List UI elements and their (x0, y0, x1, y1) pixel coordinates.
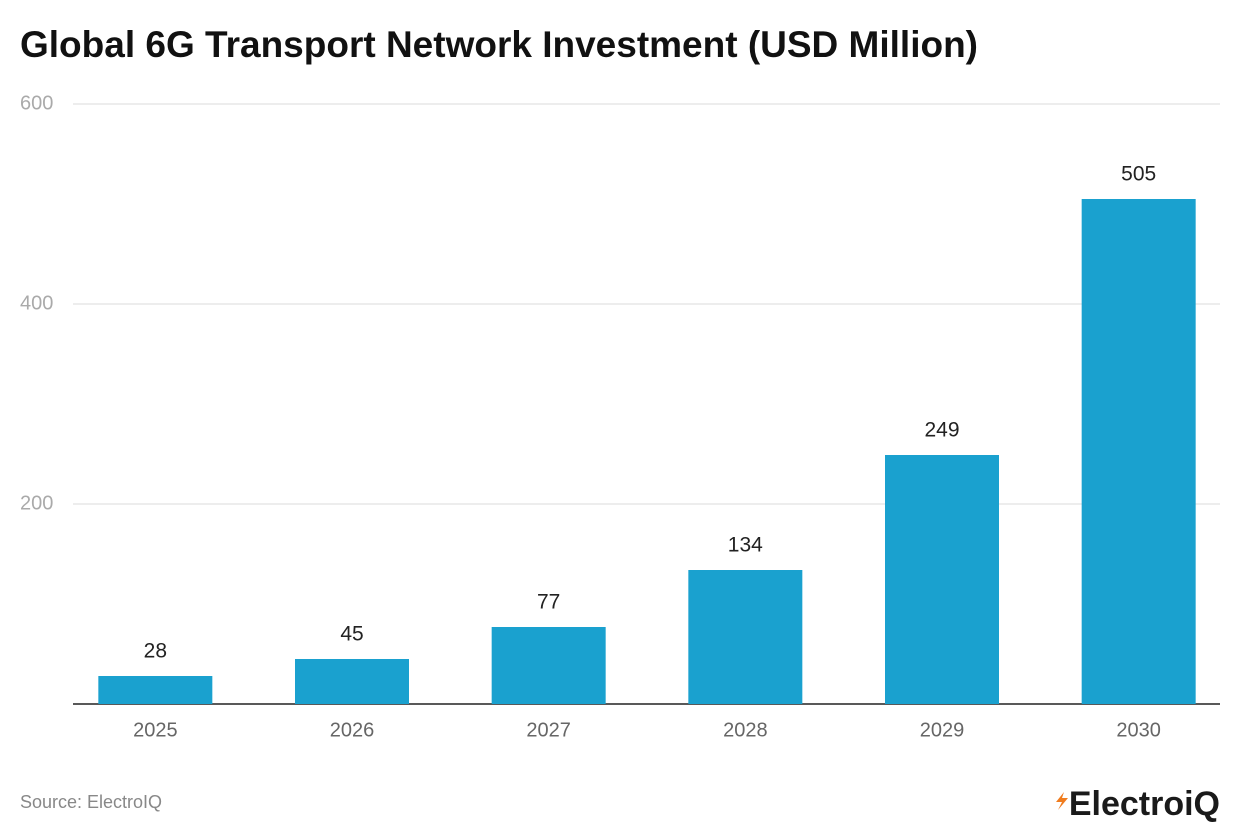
bar (885, 455, 999, 704)
value-label: 45 (340, 623, 363, 646)
y-tick-label: 200 (20, 492, 53, 514)
x-tick-label: 2025 (133, 719, 178, 741)
bar (1081, 199, 1196, 704)
bar (98, 676, 213, 704)
x-tick-label: 2029 (920, 719, 965, 741)
source: Source: ElectroIQ (20, 792, 162, 812)
x-tick-label: 2027 (526, 719, 571, 741)
logo: ElectroiQ (1069, 785, 1220, 823)
bar (295, 659, 409, 704)
value-label: 134 (728, 534, 763, 557)
chart-title: Global 6G Transport Network Investment (… (20, 24, 978, 65)
y-tick-label: 600 (20, 92, 53, 114)
bar (491, 627, 606, 704)
value-label: 249 (924, 419, 959, 442)
x-tick-label: 2028 (723, 719, 768, 741)
x-tick-label: 2026 (330, 719, 375, 741)
value-label: 28 (144, 640, 167, 663)
value-label: 505 (1121, 163, 1156, 186)
logo-bolt (1056, 792, 1068, 810)
y-tick-label: 400 (20, 292, 53, 314)
value-label: 77 (537, 591, 560, 614)
bar (688, 570, 803, 704)
x-tick-label: 2030 (1116, 719, 1161, 741)
